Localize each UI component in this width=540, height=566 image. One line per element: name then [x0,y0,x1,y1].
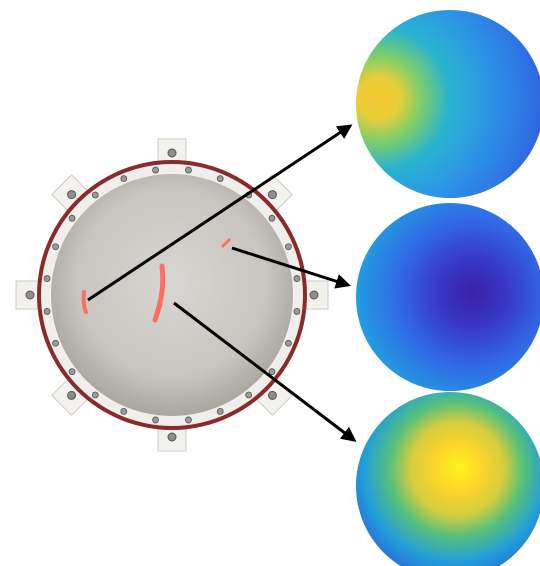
page: {} html, body { margin: 0; padding: 0; b… [0,0,540,566]
heatmap [356,392,540,566]
bolt [44,308,50,314]
bolt [269,215,275,221]
page-body: (() => { const data = JSON.parse(documen… [0,0,540,566]
bolt [92,192,98,198]
figure [0,0,540,566]
tab-bolt [68,191,76,199]
bolt [285,340,291,346]
specimen-plate [51,174,293,416]
heatmap [356,10,540,198]
tab-bolt [26,291,34,299]
bolt [185,167,191,173]
bolt [53,244,59,250]
bolt [92,392,98,398]
bolt [269,369,275,375]
bolt [69,369,75,375]
tab-bolt [168,433,176,441]
bolt [294,276,300,282]
bolt [121,176,127,182]
bolt [53,340,59,346]
bolt [69,215,75,221]
heatmap [356,203,540,391]
bolt [285,244,291,250]
tab-bolt [168,149,176,157]
bolt [294,308,300,314]
bolt [44,276,50,282]
tab-bolt [310,291,318,299]
tab-bolt [268,391,276,399]
bolt [217,176,223,182]
bolt [246,392,252,398]
tab-bolt [268,191,276,199]
bolt [121,408,127,414]
bolt [153,167,159,173]
tab-bolt [68,391,76,399]
bolt [185,417,191,423]
bolt [153,417,159,423]
bolt [217,408,223,414]
